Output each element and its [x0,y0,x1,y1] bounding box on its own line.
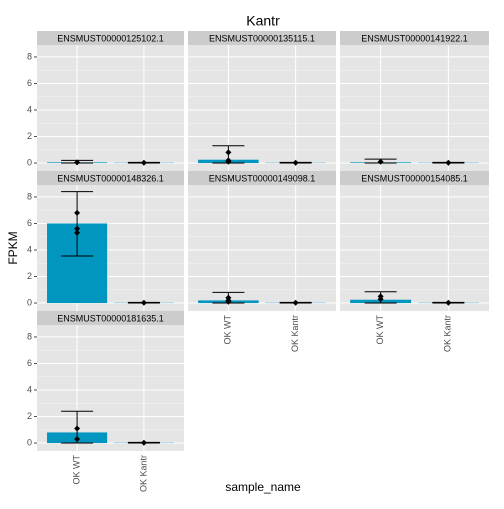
y-tick-label: 4 [27,244,32,254]
panel-background [37,45,184,171]
x-tick-label: OK Kantr [290,315,300,352]
x-tick-label: OK Kantr [443,315,453,352]
y-tick-label: 6 [27,218,32,228]
y-tick-label: 0 [27,437,32,447]
panel-background [37,325,184,451]
x-tick-label: OK WT [223,315,233,345]
panel-background [188,185,336,311]
y-tick-label: 8 [27,51,32,61]
y-axis-label: FPKM [6,231,20,264]
y-tick-label: 6 [27,78,32,88]
panel-background [340,45,489,171]
y-tick-label: 2 [27,411,32,421]
x-axis-label: sample_name [225,480,301,494]
strip-label: ENSMUST00000141922.1 [361,33,468,43]
x-tick-label: OK Kantr [138,455,148,492]
y-tick-label: 4 [27,104,32,114]
panel-background [340,185,489,311]
x-tick-label: OK WT [71,455,81,485]
y-tick-label: 0 [27,157,32,167]
strip-label: ENSMUST00000135115.1 [209,33,315,43]
panel-background [188,45,336,171]
y-tick-label: 8 [27,331,32,341]
strip-label: ENSMUST00000181635.1 [57,313,164,323]
strip-label: ENSMUST00000149098.1 [209,173,316,183]
y-tick-label: 6 [27,358,32,368]
y-tick-label: 8 [27,191,32,201]
strip-label: ENSMUST00000148326.1 [57,173,164,183]
y-tick-label: 2 [27,271,32,281]
chart-title: Kantr [246,13,280,29]
strip-label: ENSMUST00000154085.1 [361,173,468,183]
y-tick-label: 4 [27,384,32,394]
y-tick-label: 0 [27,297,32,307]
strip-label: ENSMUST00000125102.1 [57,33,164,43]
x-tick-label: OK WT [375,315,385,345]
y-tick-label: 2 [27,131,32,141]
